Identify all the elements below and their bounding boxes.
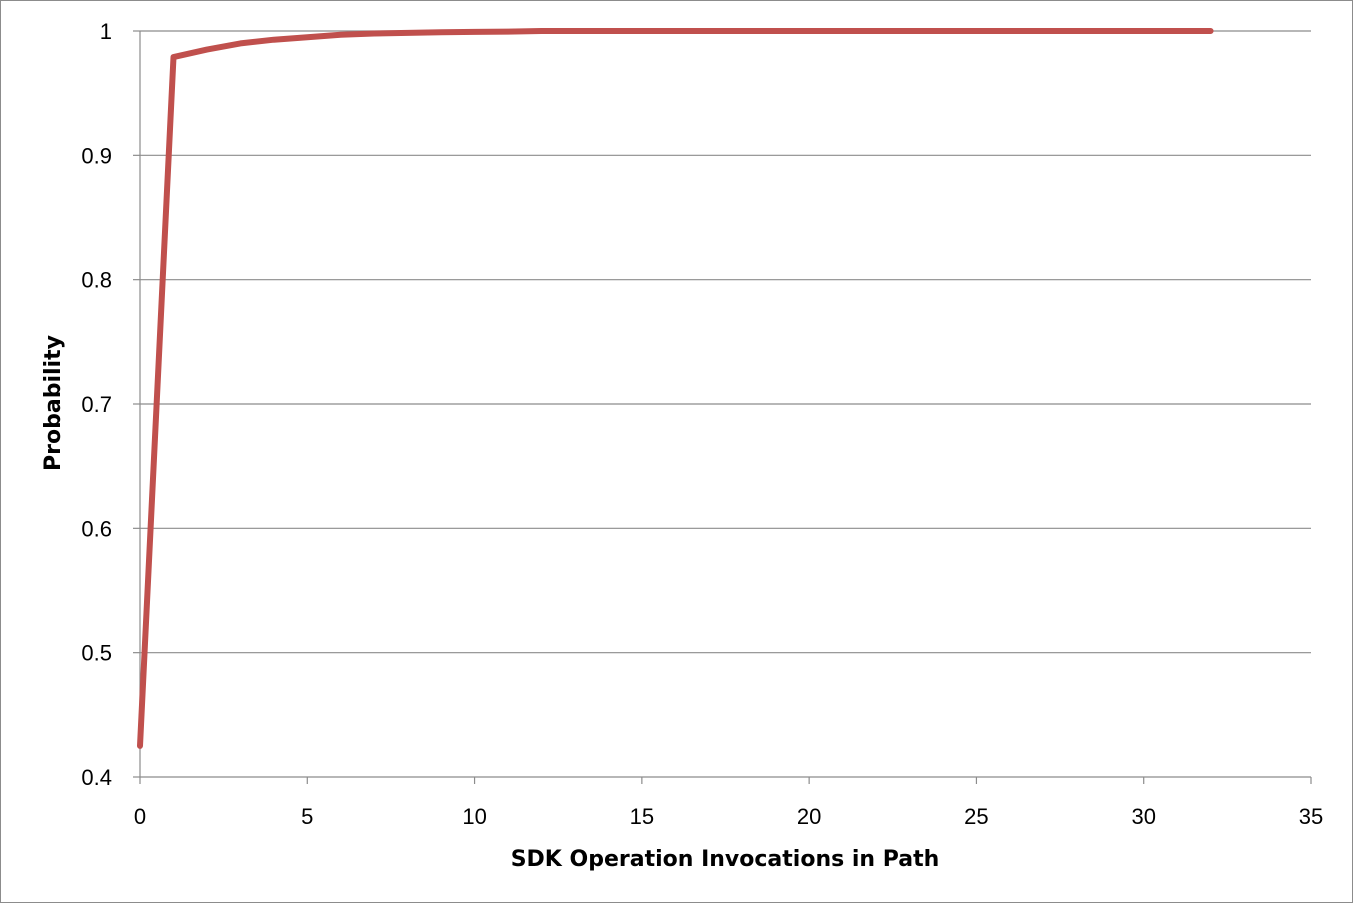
y-tick-label: 0.8 xyxy=(81,268,112,293)
x-tick-label: 5 xyxy=(301,804,313,829)
x-tick-label: 25 xyxy=(964,804,988,829)
gridlines xyxy=(140,30,1311,654)
x-tick-label: 10 xyxy=(462,804,486,829)
tick-labels: 0.40.50.60.70.80.910 5 10 15 20 25 30 35 xyxy=(81,19,1323,829)
y-tick-label: 1 xyxy=(100,19,112,44)
y-tick-label: 0.4 xyxy=(81,765,112,790)
y-tick-label: 0.9 xyxy=(81,143,112,168)
y-tick-label: 0.6 xyxy=(81,516,112,541)
x-tick-label: 0 xyxy=(134,804,146,829)
x-tick-label: 20 xyxy=(797,804,821,829)
axes xyxy=(133,30,1312,784)
y-axis-title: Probability xyxy=(41,335,66,471)
x-tick-label: 15 xyxy=(630,804,654,829)
x-tick-label: 30 xyxy=(1131,804,1155,829)
x-axis-title: SDK Operation Invocations in Path xyxy=(511,847,940,872)
y-tick-label: 0.5 xyxy=(81,641,112,666)
series-line xyxy=(137,28,1214,749)
y-tick-label: 0.7 xyxy=(81,392,112,417)
series-lines xyxy=(137,28,1214,749)
x-tick-label: 35 xyxy=(1299,804,1323,829)
